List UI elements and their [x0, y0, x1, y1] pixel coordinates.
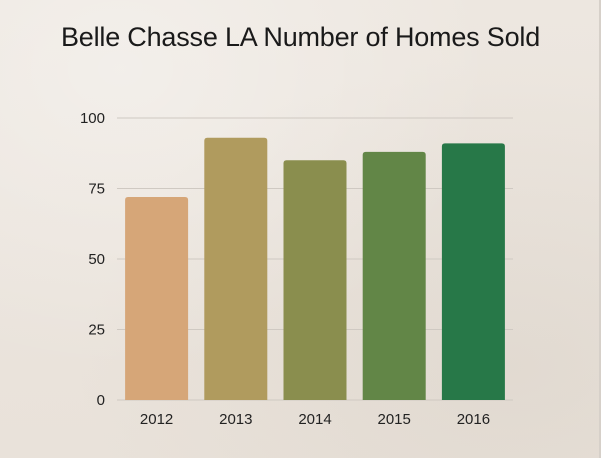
bar-chart: 0 25 50 75 100 2012 2013 2014 2015 2016 [0, 0, 601, 458]
bar-2012 [125, 197, 188, 400]
y-tick-label: 25 [88, 322, 105, 339]
x-tick-label: 2013 [219, 411, 252, 428]
x-tick-label: 2015 [378, 411, 411, 428]
y-tick-label: 75 [88, 181, 105, 198]
x-tick-label: 2016 [457, 411, 490, 428]
y-tick-label: 0 [97, 392, 105, 409]
bar-2015 [363, 152, 426, 400]
x-tick-label: 2014 [298, 411, 331, 428]
bar-2016 [442, 143, 505, 400]
y-axis-ticks: 0 25 50 75 100 [80, 110, 105, 409]
bar-2014 [284, 160, 347, 400]
y-tick-label: 100 [80, 110, 105, 127]
x-tick-label: 2012 [140, 411, 173, 428]
bar-2013 [204, 138, 267, 400]
y-tick-label: 50 [88, 251, 105, 268]
bars [125, 138, 505, 400]
x-axis-ticks: 2012 2013 2014 2015 2016 [140, 411, 490, 428]
